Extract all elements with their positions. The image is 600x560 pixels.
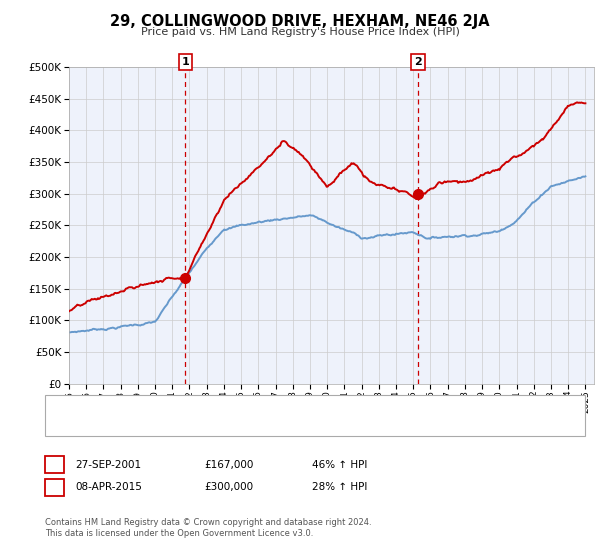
Text: HPI: Average price, detached house, Northumberland: HPI: Average price, detached house, Nort…	[90, 420, 352, 430]
Text: 2: 2	[414, 57, 422, 67]
Text: 08-APR-2015: 08-APR-2015	[75, 482, 142, 492]
Text: Price paid vs. HM Land Registry's House Price Index (HPI): Price paid vs. HM Land Registry's House …	[140, 27, 460, 38]
Text: 46% ↑ HPI: 46% ↑ HPI	[312, 460, 367, 470]
Text: £167,000: £167,000	[204, 460, 253, 470]
Text: Contains HM Land Registry data © Crown copyright and database right 2024.: Contains HM Land Registry data © Crown c…	[45, 518, 371, 527]
Text: 29, COLLINGWOOD DRIVE, HEXHAM, NE46 2JA (detached house): 29, COLLINGWOOD DRIVE, HEXHAM, NE46 2JA …	[90, 402, 406, 411]
Text: 1: 1	[181, 57, 189, 67]
Text: £300,000: £300,000	[204, 482, 253, 492]
Text: 2: 2	[51, 482, 58, 492]
Text: This data is licensed under the Open Government Licence v3.0.: This data is licensed under the Open Gov…	[45, 529, 313, 538]
Text: 28% ↑ HPI: 28% ↑ HPI	[312, 482, 367, 492]
Text: 29, COLLINGWOOD DRIVE, HEXHAM, NE46 2JA: 29, COLLINGWOOD DRIVE, HEXHAM, NE46 2JA	[110, 14, 490, 29]
Text: 27-SEP-2001: 27-SEP-2001	[75, 460, 141, 470]
Text: 1: 1	[51, 460, 58, 470]
